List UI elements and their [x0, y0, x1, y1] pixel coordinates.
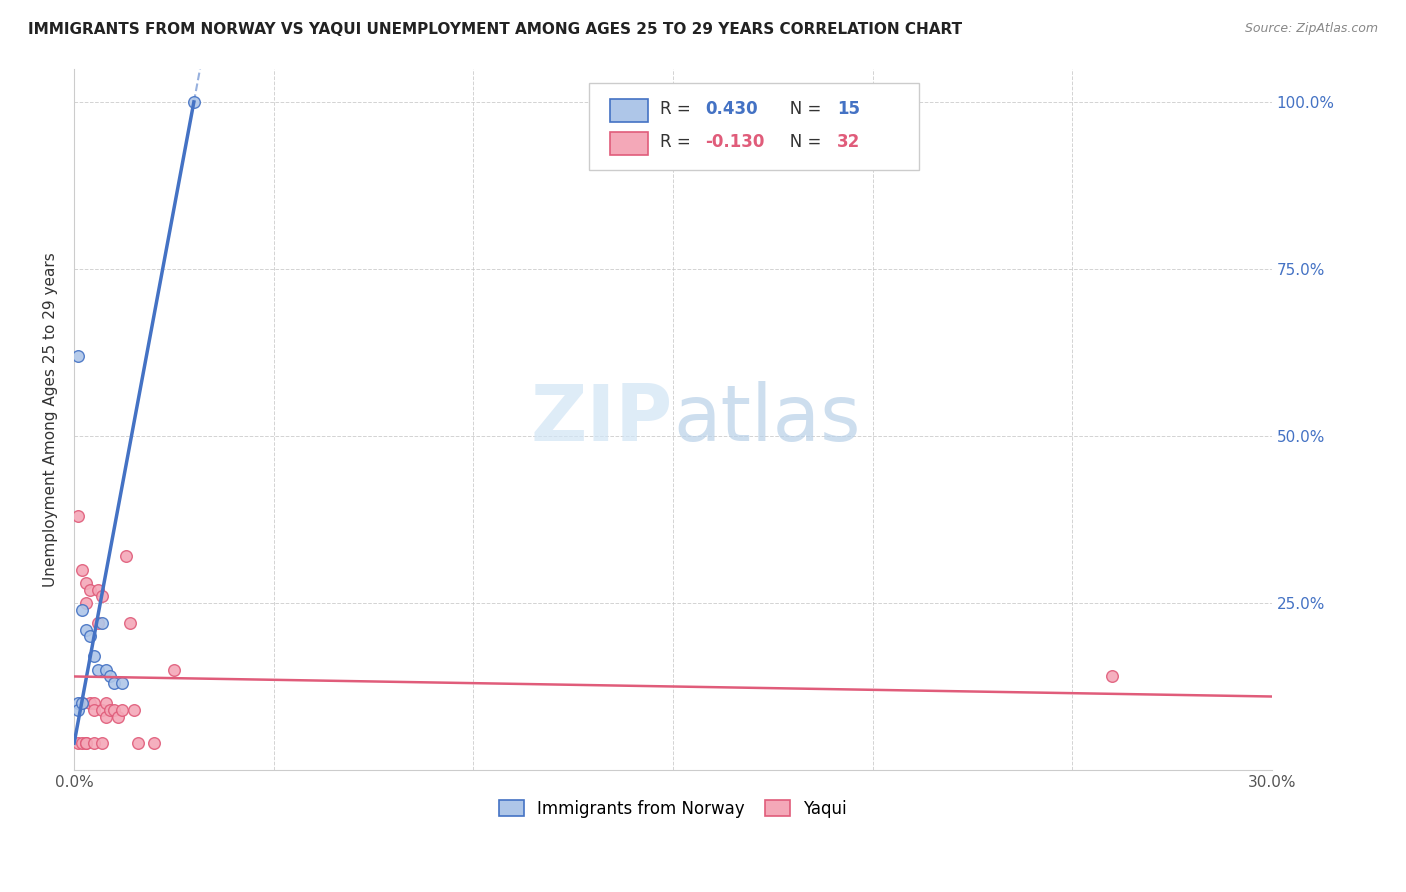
Point [67, 509, 90, 524]
Point [79, 696, 101, 710]
Point [91, 589, 114, 603]
FancyBboxPatch shape [589, 83, 918, 170]
Point [98, 703, 121, 717]
Text: 32: 32 [837, 133, 860, 151]
Point [67, 703, 90, 717]
Point [163, 663, 186, 677]
Point [75, 596, 97, 610]
Point [91, 703, 114, 717]
Point [111, 703, 134, 717]
Point [75, 736, 97, 750]
Y-axis label: Unemployment Among Ages 25 to 29 years: Unemployment Among Ages 25 to 29 years [44, 252, 58, 587]
Text: R =: R = [659, 100, 696, 119]
Point [122, 703, 145, 717]
Point [91, 736, 114, 750]
Point [83, 696, 105, 710]
Text: N =: N = [773, 100, 827, 119]
Point [67, 349, 90, 363]
Point [87, 663, 110, 677]
Point [118, 615, 141, 630]
Point [83, 649, 105, 664]
Point [183, 95, 205, 109]
Point [87, 615, 110, 630]
Text: IMMIGRANTS FROM NORWAY VS YAQUI UNEMPLOYMENT AMONG AGES 25 TO 29 YEARS CORRELATI: IMMIGRANTS FROM NORWAY VS YAQUI UNEMPLOY… [28, 22, 962, 37]
Point [103, 676, 125, 690]
Text: Source: ZipAtlas.com: Source: ZipAtlas.com [1244, 22, 1378, 36]
Text: 15: 15 [837, 100, 860, 119]
Point [67, 696, 90, 710]
Point [115, 549, 138, 564]
Text: atlas: atlas [673, 381, 860, 458]
Text: 0.430: 0.430 [706, 100, 758, 119]
Point [94, 663, 117, 677]
Point [75, 623, 97, 637]
Point [70, 696, 93, 710]
Point [75, 576, 97, 591]
Point [94, 709, 117, 723]
Point [79, 629, 101, 643]
Point [103, 703, 125, 717]
Point [83, 703, 105, 717]
Point [79, 582, 101, 597]
Bar [610, 99, 648, 122]
Point [67, 736, 90, 750]
Point [107, 709, 129, 723]
Point [70, 602, 93, 616]
Text: N =: N = [773, 133, 827, 151]
Bar [610, 132, 648, 155]
Point [70, 563, 93, 577]
Point [94, 696, 117, 710]
Point [91, 615, 114, 630]
Text: ZIP: ZIP [530, 381, 673, 458]
Legend: Immigrants from Norway, Yaqui: Immigrants from Norway, Yaqui [492, 794, 853, 825]
Point [127, 736, 149, 750]
Point [142, 736, 165, 750]
Point [75, 736, 97, 750]
Point [98, 669, 121, 683]
Text: -0.130: -0.130 [706, 133, 765, 151]
Point [111, 676, 134, 690]
Point [70, 696, 93, 710]
Point [1101, 669, 1123, 683]
Text: R =: R = [659, 133, 696, 151]
Point [83, 736, 105, 750]
Point [87, 582, 110, 597]
Point [70, 736, 93, 750]
